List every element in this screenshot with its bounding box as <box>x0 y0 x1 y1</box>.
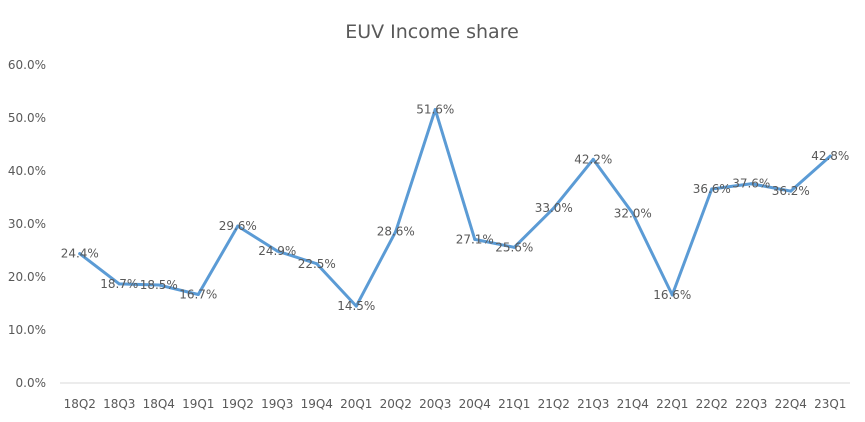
x-axis-ticks: 18Q2 18Q3 18Q4 19Q1 19Q2 19Q3 19Q4 20Q1 20Q2 20Q3… <box>64 397 847 411</box>
y-axis-ticks: 0.0% 10.0% 20.0% 30.0% 40.0% 50.0% 60.0% <box>8 58 46 390</box>
data-label: 24.9% <box>258 244 296 258</box>
y-tick-label: 50.0% <box>8 111 46 125</box>
data-label: 42.8% <box>811 149 849 163</box>
data-point <box>789 189 793 193</box>
x-tick-label: 20Q2 <box>380 397 412 411</box>
data-point <box>78 252 82 256</box>
data-label: 51.6% <box>416 103 454 117</box>
x-tick-label: 23Q1 <box>814 397 846 411</box>
data-point <box>591 157 595 161</box>
data-label: 16.6% <box>653 288 691 302</box>
x-tick-label: 22Q2 <box>696 397 728 411</box>
y-tick-label: 0.0% <box>16 376 47 390</box>
data-labels: 24.4% 18.7% 18.5%16.7% 29.6%24.9%22.5% 14.5%… <box>61 103 850 314</box>
data-point <box>828 154 832 158</box>
data-label: 33.0% <box>535 201 573 215</box>
data-label: 27.1% <box>456 232 494 246</box>
x-tick-label: 19Q2 <box>222 397 254 411</box>
y-tick-label: 60.0% <box>8 58 46 72</box>
x-tick-label: 19Q3 <box>261 397 293 411</box>
data-label: 42.2% <box>574 152 612 166</box>
x-tick-label: 22Q3 <box>735 397 767 411</box>
y-tick-label: 10.0% <box>8 323 46 337</box>
series-group <box>78 108 832 308</box>
data-label: 36.2% <box>772 184 810 198</box>
data-label: 16.7% <box>179 287 217 301</box>
x-tick-label: 20Q3 <box>419 397 451 411</box>
data-point <box>670 293 674 297</box>
data-point <box>354 304 358 308</box>
data-label: 24.4% <box>61 247 99 261</box>
data-point <box>473 237 477 241</box>
data-point <box>196 292 200 296</box>
data-label: 25.6% <box>495 240 533 254</box>
y-tick-label: 30.0% <box>8 217 46 231</box>
y-tick-label: 40.0% <box>8 164 46 178</box>
x-tick-label: 22Q1 <box>656 397 688 411</box>
x-tick-label: 18Q2 <box>64 397 96 411</box>
data-label: 14.5% <box>337 299 375 313</box>
data-label: 18.5% <box>140 278 178 292</box>
data-point <box>275 249 279 253</box>
data-point <box>512 245 516 249</box>
x-tick-label: 20Q1 <box>340 397 372 411</box>
x-tick-label: 18Q4 <box>143 397 175 411</box>
series-line <box>78 108 832 308</box>
x-tick-label: 21Q1 <box>498 397 530 411</box>
data-label: 36.6% <box>693 182 731 196</box>
x-tick-label: 21Q4 <box>617 397 649 411</box>
x-tick-label: 21Q2 <box>538 397 570 411</box>
data-point <box>710 187 714 191</box>
data-point <box>315 262 319 266</box>
data-label: 37.6% <box>732 177 770 191</box>
x-tick-label: 20Q4 <box>459 397 491 411</box>
x-tick-label: 18Q3 <box>103 397 135 411</box>
x-tick-label: 19Q1 <box>182 397 214 411</box>
data-label: 29.6% <box>219 219 257 233</box>
data-point <box>552 206 556 210</box>
data-point <box>236 224 240 228</box>
data-point <box>117 282 121 286</box>
y-tick-label: 20.0% <box>8 270 46 284</box>
chart-title: EUV Income share <box>345 21 519 43</box>
data-label: 32.0% <box>614 206 652 220</box>
x-tick-label: 22Q4 <box>775 397 807 411</box>
data-label: 28.6% <box>377 224 415 238</box>
data-point <box>433 108 437 112</box>
data-label: 22.5% <box>298 257 336 271</box>
data-point <box>394 229 398 233</box>
data-point <box>631 211 635 215</box>
data-point <box>157 283 161 287</box>
data-point <box>749 182 753 186</box>
x-tick-label: 19Q4 <box>301 397 333 411</box>
x-tick-label: 21Q3 <box>577 397 609 411</box>
data-label: 18.7% <box>100 277 138 291</box>
